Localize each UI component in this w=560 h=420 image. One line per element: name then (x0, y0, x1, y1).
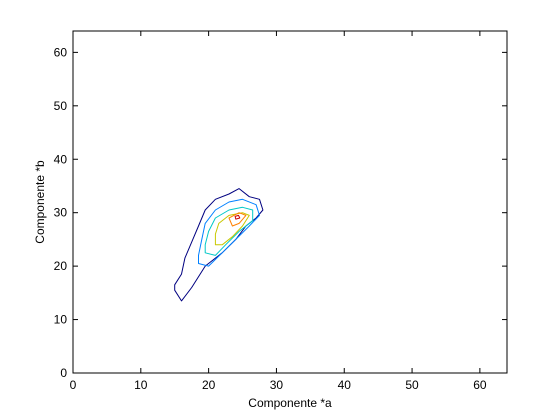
x-tick-label: 30 (270, 378, 284, 392)
y-tick-label: 40 (54, 152, 68, 166)
contour-lines (174, 188, 264, 302)
y-tick-label: 50 (54, 99, 68, 113)
y-tick-label: 10 (54, 313, 68, 327)
contour-line-level-6 (234, 214, 241, 220)
y-axis-label: Componente *b (33, 160, 47, 244)
x-tick-label: 40 (338, 378, 352, 392)
y-tick-label: 30 (54, 206, 68, 220)
contour-line-level-4 (214, 212, 250, 246)
x-tick-label: 60 (473, 378, 487, 392)
contour-line-level-2 (198, 198, 260, 267)
x-axis-label: Componente *a (248, 396, 332, 410)
y-tick-label: 0 (60, 366, 67, 380)
x-tick-label: 50 (405, 378, 419, 392)
x-tick-label: 0 (70, 378, 77, 392)
axes: 0 10 20 30 40 50 60 0 10 20 30 40 50 60 (54, 30, 508, 392)
contour-line-level-5 (228, 212, 247, 227)
axes-box (72, 30, 508, 374)
contour-line-level-1 (174, 188, 264, 302)
plot-area (73, 31, 507, 373)
x-tick-label: 20 (202, 378, 216, 392)
y-tick-label: 60 (54, 45, 68, 59)
x-tick-label: 10 (134, 378, 148, 392)
y-tick-label: 20 (54, 259, 68, 273)
contour-line-level-3 (204, 206, 254, 256)
